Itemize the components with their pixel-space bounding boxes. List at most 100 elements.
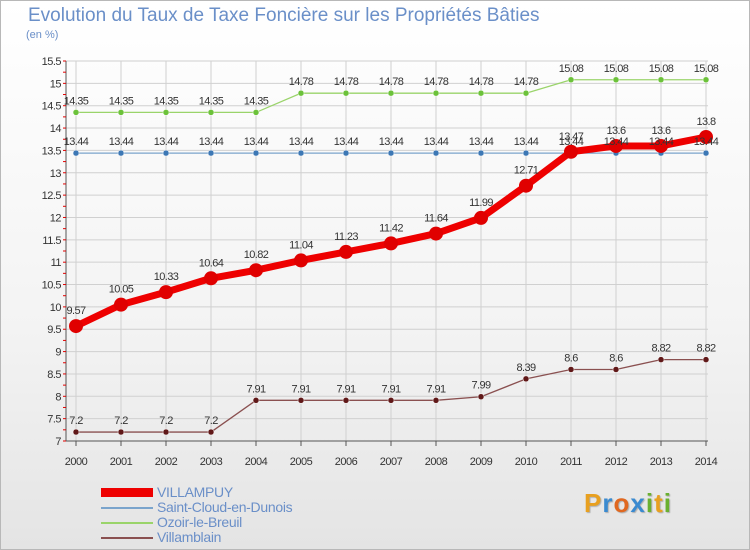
data-point	[294, 253, 308, 268]
data-label: 7.91	[336, 383, 355, 395]
data-point	[609, 138, 623, 153]
logo-letter: x	[630, 488, 646, 518]
data-point	[297, 149, 305, 157]
data-label: 15.08	[559, 63, 584, 75]
data-label: 7.99	[471, 380, 490, 392]
data-point	[429, 226, 443, 241]
x-tick-label: 2005	[290, 456, 313, 468]
y-tick-label: 11.5	[42, 235, 61, 247]
x-tick-label: 2009	[470, 456, 493, 468]
data-point	[72, 109, 80, 116]
logo-letter: P	[584, 488, 603, 518]
data-label: 13.44	[649, 136, 674, 148]
series-ozoir-le-breuil	[72, 76, 710, 116]
data-label: 7.2	[114, 415, 128, 427]
y-tick-label: 13.5	[42, 145, 62, 157]
data-point	[522, 149, 530, 157]
y-tick-label: 12	[50, 212, 62, 224]
data-point	[204, 271, 218, 286]
legend-label: VILLAMPUY	[157, 484, 233, 500]
data-point	[297, 89, 305, 97]
legend-swatch	[101, 537, 153, 539]
data-label: 13.44	[334, 136, 359, 148]
data-label: 13.44	[604, 136, 629, 148]
y-tick-label: 12.5	[42, 190, 62, 202]
data-label: 7.91	[291, 383, 310, 395]
data-point	[114, 297, 128, 312]
data-label: 7.2	[204, 415, 218, 427]
data-point	[207, 428, 215, 436]
logo-letter: i	[645, 488, 655, 518]
grid	[66, 60, 708, 442]
data-label: 8.6	[609, 352, 623, 364]
series-villampuy	[69, 130, 713, 334]
data-label: 13.44	[694, 136, 719, 148]
data-point	[252, 109, 260, 116]
data-point	[612, 366, 620, 373]
data-point	[387, 149, 395, 157]
data-point	[387, 89, 395, 97]
legend-label: Saint-Cloud-en-Dunois	[157, 499, 293, 515]
data-label: 15.08	[694, 63, 719, 75]
data-label: 13.44	[244, 136, 269, 148]
data-point	[342, 89, 350, 97]
data-point	[567, 366, 575, 373]
data-label: 9.57	[66, 305, 85, 317]
data-label: 13.44	[199, 136, 224, 148]
data-label: 13.44	[154, 136, 179, 148]
data-label: 14.35	[109, 95, 134, 107]
data-labels: 9.57 10.05 10.33 10.64 10.82 11.04 11.23 11.42 1…	[64, 63, 720, 427]
logo-letter: o	[613, 488, 631, 518]
y-tick-label: 13	[50, 168, 62, 180]
data-label: 8.82	[696, 343, 715, 355]
data-label: 13.44	[469, 136, 494, 148]
data-label: 14.78	[379, 76, 404, 88]
data-label: 13.44	[109, 136, 134, 148]
data-label: 8.82	[651, 343, 670, 355]
data-label: 15.08	[604, 63, 629, 75]
y-tick-label: 11	[51, 257, 62, 269]
logo-letter: i	[663, 488, 672, 518]
data-label: 11.23	[334, 231, 358, 243]
series-villamblain	[72, 356, 710, 436]
data-point	[117, 428, 125, 436]
axes: 7 7.5 8 8.5 9 9.5 10 10.5 11 11.5 12 12.5 13 13.5 14 14…	[42, 56, 719, 468]
data-label: 13.44	[379, 136, 404, 148]
data-point	[162, 109, 170, 116]
data-point	[384, 236, 398, 251]
legend-label: Villamblain	[157, 529, 222, 545]
chart-subtitle: (en %)	[26, 29, 59, 41]
y-tick-label: 10.5	[42, 280, 62, 292]
data-label: 14.35	[64, 95, 89, 107]
data-label: 13.8	[696, 116, 715, 128]
data-point	[72, 149, 80, 157]
x-tick-label: 2013	[650, 456, 673, 468]
data-label: 7.91	[426, 383, 445, 395]
data-label: 14.78	[424, 76, 449, 88]
data-label: 7.2	[69, 415, 83, 427]
data-point	[249, 263, 263, 278]
y-tick-label: 8	[55, 391, 61, 403]
chart-title: Evolution du Taux de Taxe Foncière sur l…	[28, 5, 540, 26]
x-tick-label: 2002	[155, 456, 178, 468]
data-point	[432, 89, 440, 97]
data-label: 13.44	[424, 136, 449, 148]
y-tick-label: 9.5	[47, 324, 61, 336]
data-label: 13.47	[559, 131, 584, 143]
legend-label: Ozoir-le-Breuil	[157, 514, 242, 530]
x-tick-label: 2010	[515, 456, 538, 468]
data-label: 14.78	[469, 76, 494, 88]
data-label: 13.44	[64, 136, 89, 148]
series	[69, 76, 713, 436]
x-tick-label: 2006	[335, 456, 358, 468]
data-point	[702, 149, 710, 157]
x-tick-label: 2004	[245, 456, 268, 468]
data-label: 8.39	[516, 362, 535, 374]
data-point	[522, 89, 530, 97]
data-label: 10.05	[109, 284, 134, 296]
data-label: 7.91	[381, 383, 400, 395]
data-point	[702, 356, 710, 363]
y-tick-label: 7	[55, 436, 61, 448]
data-point	[162, 149, 170, 157]
